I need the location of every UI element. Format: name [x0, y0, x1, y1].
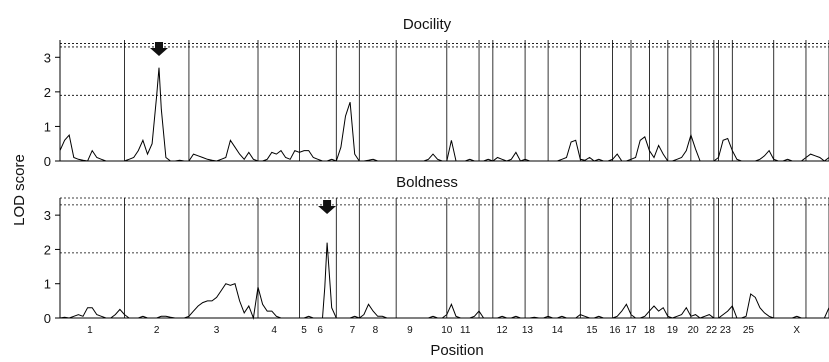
lod-curve-boldness-0 — [59, 242, 829, 320]
y-tick-label-docility-0: 0 — [44, 154, 51, 169]
panel-title-docility: Docility — [403, 16, 452, 33]
chromosome-label-8: 8 — [373, 325, 379, 336]
chromosome-label-18: 18 — [644, 325, 656, 336]
y-axis-label: LOD score — [11, 154, 28, 226]
chromosome-label-12: 12 — [496, 325, 508, 336]
peak-arrow-docility — [150, 42, 169, 56]
y-tick-label-boldness-1: 1 — [44, 277, 51, 292]
chromosome-label-11: 11 — [460, 325, 471, 336]
chromosome-label-22: 22 — [706, 325, 718, 336]
chromosome-label-10: 10 — [441, 325, 453, 336]
chromosome-label-23: 23 — [720, 325, 732, 336]
chromosome-label-14: 14 — [552, 325, 564, 336]
panel-title-boldness: Boldness — [396, 174, 458, 191]
y-tick-label-docility-2: 2 — [44, 85, 51, 100]
chromosome-label-X: X — [793, 325, 800, 336]
y-tick-label-docility-3: 3 — [44, 50, 51, 65]
chromosome-label-1: 1 — [87, 325, 93, 336]
chromosome-label-2: 2 — [154, 325, 160, 336]
chromosome-label-7: 7 — [350, 325, 356, 336]
y-tick-label-boldness-0: 0 — [44, 311, 51, 326]
chromosome-label-25: 25 — [743, 325, 755, 336]
chromosome-label-6: 6 — [317, 325, 323, 336]
chromosome-label-9: 9 — [407, 325, 413, 336]
chromosome-label-20: 20 — [688, 325, 700, 336]
chromosome-label-19: 19 — [667, 325, 679, 336]
lod-curve-docility-0 — [59, 67, 829, 162]
x-axis-label: Position — [430, 342, 483, 359]
y-tick-label-boldness-3: 3 — [44, 208, 51, 223]
peak-arrow-boldness — [318, 200, 337, 214]
y-tick-label-boldness-2: 2 — [44, 242, 51, 257]
chromosome-label-17: 17 — [625, 325, 637, 336]
chromosome-label-5: 5 — [301, 325, 307, 336]
chromosome-label-4: 4 — [271, 325, 277, 336]
chromosome-label-15: 15 — [586, 325, 598, 336]
chromosome-label-3: 3 — [214, 325, 220, 336]
chromosome-label-16: 16 — [609, 325, 621, 336]
y-tick-label-docility-1: 1 — [44, 119, 51, 134]
chromosome-label-13: 13 — [522, 325, 534, 336]
